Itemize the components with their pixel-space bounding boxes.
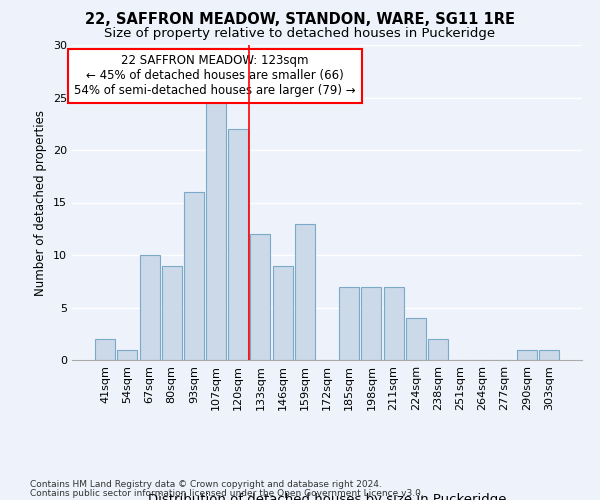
Bar <box>250 234 271 360</box>
Bar <box>517 350 536 360</box>
Bar <box>383 286 404 360</box>
X-axis label: Distribution of detached houses by size in Puckeridge: Distribution of detached houses by size … <box>148 494 506 500</box>
Bar <box>162 266 182 360</box>
Text: 22, SAFFRON MEADOW, STANDON, WARE, SG11 1RE: 22, SAFFRON MEADOW, STANDON, WARE, SG11 … <box>85 12 515 28</box>
Bar <box>184 192 204 360</box>
Bar <box>272 266 293 360</box>
Bar <box>295 224 315 360</box>
Text: Contains public sector information licensed under the Open Government Licence v3: Contains public sector information licen… <box>30 488 424 498</box>
Bar <box>428 339 448 360</box>
Bar <box>228 129 248 360</box>
Text: Contains HM Land Registry data © Crown copyright and database right 2024.: Contains HM Land Registry data © Crown c… <box>30 480 382 489</box>
Bar <box>206 98 226 360</box>
Bar <box>361 286 382 360</box>
Bar <box>539 350 559 360</box>
Bar <box>118 350 137 360</box>
Bar <box>140 255 160 360</box>
Bar <box>339 286 359 360</box>
Text: Size of property relative to detached houses in Puckeridge: Size of property relative to detached ho… <box>104 28 496 40</box>
Y-axis label: Number of detached properties: Number of detached properties <box>34 110 47 296</box>
Bar <box>406 318 426 360</box>
Text: 22 SAFFRON MEADOW: 123sqm
← 45% of detached houses are smaller (66)
54% of semi-: 22 SAFFRON MEADOW: 123sqm ← 45% of detac… <box>74 54 356 98</box>
Bar <box>95 339 115 360</box>
